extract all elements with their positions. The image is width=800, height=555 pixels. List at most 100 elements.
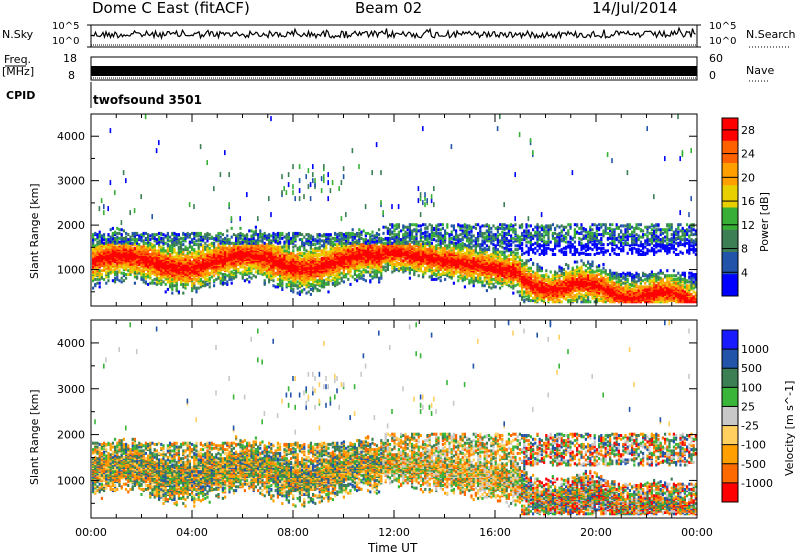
power-cell	[310, 293, 312, 296]
power-cell	[305, 253, 307, 256]
power-scatter-cell	[292, 184, 294, 189]
power-cell	[330, 279, 332, 282]
power-cell	[327, 251, 329, 254]
power-cell	[411, 223, 413, 226]
power-cell	[173, 256, 175, 259]
power-cell	[376, 232, 378, 235]
noise-sky-trace	[91, 28, 696, 38]
power-cell	[325, 233, 327, 236]
power-cell	[112, 232, 114, 235]
power-scatter-cell	[338, 186, 340, 191]
power-cell	[292, 288, 294, 291]
power-cell	[358, 232, 360, 235]
power-cell	[204, 233, 206, 236]
power-scatter-cell	[299, 164, 301, 169]
power-cell	[138, 267, 140, 270]
power-cell	[299, 252, 301, 255]
power-cell	[200, 243, 202, 246]
power-cell	[424, 231, 426, 234]
power-cell	[374, 269, 376, 272]
power-scatter-cell	[420, 212, 422, 217]
power-cell	[255, 226, 257, 229]
power-scatter-cell	[270, 116, 272, 121]
power-cell	[281, 232, 283, 235]
power-cell	[184, 254, 186, 257]
power-cell	[299, 246, 301, 249]
power-cell	[369, 233, 371, 236]
power-cell	[398, 223, 400, 226]
power-scatter-cell	[228, 202, 230, 207]
power-cell	[380, 237, 382, 240]
power-cell	[356, 247, 358, 250]
power-cell	[462, 274, 464, 277]
power-cell	[422, 236, 424, 239]
power-cell	[319, 238, 321, 241]
power-cell	[96, 282, 98, 285]
power-cell	[380, 269, 382, 272]
power-cell	[325, 251, 327, 254]
power-cell	[407, 261, 409, 264]
power-cell	[314, 238, 316, 241]
power-cell	[349, 283, 351, 286]
power-cell	[424, 227, 426, 230]
power-scatter-cell	[200, 144, 202, 149]
power-cell	[250, 277, 252, 280]
power-cell	[319, 258, 321, 261]
power-cell	[371, 234, 373, 237]
power-scatter-cell	[314, 178, 316, 183]
power-cell	[277, 239, 279, 242]
power-cell	[418, 241, 420, 244]
power-scatter-cell	[308, 168, 310, 173]
power-cell	[204, 253, 206, 256]
power-cell	[184, 233, 186, 236]
power-cell	[191, 252, 193, 255]
power-cell	[195, 243, 197, 246]
power-cell	[101, 273, 103, 276]
power-cell	[424, 242, 426, 245]
power-cell	[297, 280, 299, 283]
power-cell	[215, 278, 217, 281]
power-cell	[437, 247, 439, 250]
power-cell	[396, 223, 398, 226]
power-cell	[413, 228, 415, 231]
power-cell	[385, 266, 387, 269]
power-scatter-cell	[281, 174, 283, 179]
power-cell	[244, 244, 246, 247]
power-cell	[393, 224, 395, 227]
power-cell	[209, 233, 211, 236]
power-cell	[246, 267, 248, 270]
power-scatter-cell	[103, 210, 105, 215]
power-cell	[182, 248, 184, 251]
power-cell	[211, 275, 213, 278]
power-cell	[334, 237, 336, 240]
power-scatter-cell	[286, 190, 288, 195]
power-cell	[127, 273, 129, 276]
power-cell	[149, 282, 151, 285]
power-cell	[103, 278, 105, 281]
power-cell	[255, 239, 257, 242]
power-cell	[158, 236, 160, 239]
power-cell	[257, 233, 259, 236]
power-cell	[415, 248, 417, 251]
power-cell	[169, 239, 171, 242]
power-cell	[314, 258, 316, 261]
power-cell	[268, 233, 270, 236]
power-cell	[202, 244, 204, 247]
power-cell	[231, 282, 233, 285]
power-cell	[378, 246, 380, 249]
power-cell	[143, 232, 145, 235]
power-scatter-cell	[343, 166, 345, 171]
power-cell	[338, 232, 340, 235]
power-cell	[321, 244, 323, 247]
power-cell	[281, 237, 283, 240]
power-cell	[114, 231, 116, 234]
power-cell	[217, 243, 219, 246]
power-cell	[248, 275, 250, 278]
power-scatter-cell	[398, 204, 400, 209]
power-scatter-cell	[365, 204, 367, 209]
power-cell	[437, 251, 439, 254]
power-cell	[321, 257, 323, 260]
power-cell	[127, 233, 129, 236]
power-cell	[103, 242, 105, 245]
power-cell	[446, 244, 448, 247]
